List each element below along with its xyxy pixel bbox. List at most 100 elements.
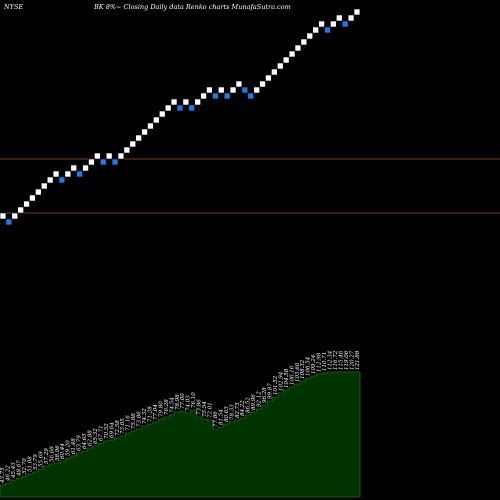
volume-label: 78.98 [175,394,181,410]
volume-label: 76.28 [164,399,170,415]
volume-label: 46.22 [6,465,12,482]
volume-label: 92.12 [257,391,263,407]
volume-label: 74.32 [142,408,148,424]
renko-brick [147,122,154,130]
volume-label: 56.68 [49,446,55,462]
renko-brick [64,170,72,178]
volume-label: 77.00 [180,393,186,409]
renko-brick [282,56,290,64]
volume-label: 43.75 [0,467,6,484]
renko-brick [330,20,337,28]
volume-label: 99.87 [268,383,274,399]
volume-label: 55.69 [38,451,44,467]
renko-brick [347,14,355,22]
volume-label: 81.54 [218,409,224,425]
volume-label: 103.60 [295,362,301,382]
renko-brick [353,8,361,16]
renko-brick [229,86,237,94]
renko-brick [335,14,343,22]
volume-label: 60.44 [60,443,66,459]
renko-brick [23,200,30,208]
renko-brick [111,158,119,166]
volume-label: 73.86 [197,399,203,415]
volume-label: 51.08 [28,456,34,472]
renko-brick [200,92,207,100]
volume-label: 119.06 [344,350,350,370]
volume-label: 52.70 [22,458,28,474]
renko-brick [188,104,196,112]
renko-brick [52,170,60,178]
volume-label: 101.52 [273,375,279,395]
volume-label: 75.88 [131,413,137,429]
renko-brick [241,86,249,94]
renko-brick [218,86,225,94]
renko-brick [164,104,172,112]
renko-brick [40,182,48,190]
volume-label: 121.88 [355,350,361,370]
renko-brick [123,146,131,154]
renko-brick [46,176,54,184]
volume-label: 82.75 [235,402,241,418]
renko-brick [135,134,142,142]
volume-label: 77.04 [153,404,159,420]
volume-label: 104.58 [284,368,290,388]
renko-brick [159,110,166,118]
volume-label: 74.03 [186,395,192,411]
volume-label: 112.34 [328,350,334,370]
renko-brick [300,38,308,46]
volume-area [0,371,361,498]
volume-label: 75.54 [202,401,208,417]
volume-label: 80.63 [224,406,230,422]
volume-label: 72.01 [208,402,214,418]
chart-title: BK 8%~ Closing Daily data Renko charts M… [94,3,291,11]
volume-label: 102.94 [278,371,284,391]
volume-label: 62.88 [88,430,94,446]
renko-brick [235,80,243,88]
renko-brick [11,212,19,220]
volume-label: 79.80 [158,401,164,417]
volume-label: 67.71 [98,425,104,441]
renko-brick [306,32,313,40]
volume-label: 108.32 [300,359,306,379]
volume-label: 57.29 [44,448,50,464]
volume-label: 65.32 [93,428,99,444]
renko-brick [153,116,160,124]
volume-label: 120.27 [349,350,355,370]
renko-brick [29,194,36,202]
volume-label: 64.65 [82,433,88,449]
renko-brick [206,86,213,94]
renko-brick [76,170,83,178]
renko-brick [318,20,325,28]
renko-brick [265,74,272,82]
renko-brick [70,164,78,172]
renko-brick [194,98,201,106]
renko-brick [341,20,349,28]
volume-label: 48.67 [17,460,23,477]
renko-brick [5,218,13,226]
volume-label: 89.96 [251,394,257,410]
volume-label: 84.22 [240,400,246,416]
renko-brick [82,164,89,172]
volume-label: 71.16 [126,415,132,431]
volume-label: 70.52 [104,423,110,439]
renko-brick [212,92,219,100]
volume-label: 53.79 [33,454,39,470]
volume-label: 106.16 [289,365,295,385]
volume-label: 61.48 [71,438,77,454]
volume-label: 73.86 [137,411,143,427]
volume-label: 116.72 [333,350,339,370]
volume-fill [0,371,361,498]
renko-brick [271,68,278,76]
volume-label: 110.71 [322,352,328,371]
volume-label: 106.54 [306,356,312,376]
renko-brick [276,62,284,70]
volume-label: 76.10 [191,392,197,408]
volume-label: 72.58 [115,420,121,436]
renko-brick [170,98,178,106]
volume-label: 73.05 [120,418,126,434]
volume-label: 59.20 [66,440,72,456]
volume-label: 78.33 [229,404,235,420]
volume-label: 96.28 [262,387,268,403]
renko-brick [105,152,113,160]
